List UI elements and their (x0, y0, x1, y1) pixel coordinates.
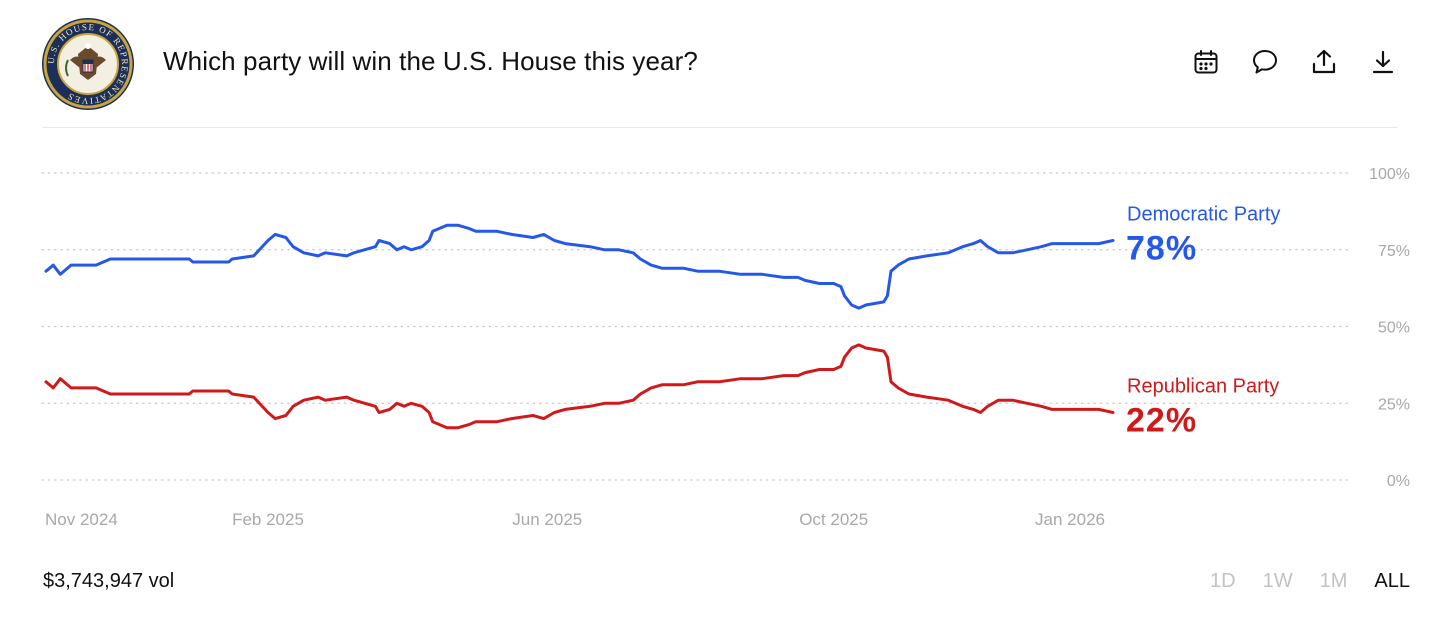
y-tick-label: 75% (1378, 243, 1410, 260)
comment-icon[interactable] (1250, 47, 1280, 77)
x-tick-label: Nov 2024 (45, 510, 118, 529)
calendar-icon[interactable] (1191, 47, 1221, 77)
range-1d[interactable]: 1D (1210, 570, 1236, 592)
y-tick-label: 100% (1369, 166, 1410, 183)
range-1w[interactable]: 1W (1262, 570, 1293, 592)
line-chart: 100% 75% 50% 25% 0% Nov 2024 Feb 2025 Jun 2025 O… (41, 166, 1410, 529)
y-tick-label: 50% (1378, 320, 1410, 337)
house-seal-logo: U.S. HOUSE OF REPRESENTATIVES (42, 18, 134, 110)
time-range-selector: 1D 1W 1M ALL (1210, 570, 1410, 593)
range-all[interactable]: ALL (1374, 570, 1410, 592)
series-line-republican-party (44, 343, 1115, 430)
series-line-democratic-party (44, 223, 1115, 310)
y-tick-label: 0% (1387, 473, 1410, 490)
x-tick-label: Oct 2025 (799, 510, 868, 529)
header-divider (42, 127, 1398, 128)
volume-label: $3,743,947 vol (43, 570, 175, 592)
x-tick-label: Jan 2026 (1035, 510, 1105, 529)
series-name-label: Republican Party (1127, 375, 1279, 397)
series-value-label: 78% (1126, 230, 1197, 268)
page-title: Which party will win the U.S. House this… (163, 46, 698, 76)
share-icon[interactable] (1309, 47, 1339, 77)
download-icon[interactable] (1368, 47, 1398, 77)
toolbar (1191, 47, 1398, 77)
series-name-label: Democratic Party (1127, 204, 1280, 226)
y-tick-label: 25% (1378, 396, 1410, 413)
x-tick-label: Jun 2025 (512, 510, 582, 529)
range-1m[interactable]: 1M (1319, 570, 1348, 592)
x-tick-label: Feb 2025 (232, 510, 304, 529)
series-value-label: 22% (1126, 401, 1197, 439)
header: U.S. HOUSE OF REPRESENTATIVES Which part… (0, 0, 1456, 128)
